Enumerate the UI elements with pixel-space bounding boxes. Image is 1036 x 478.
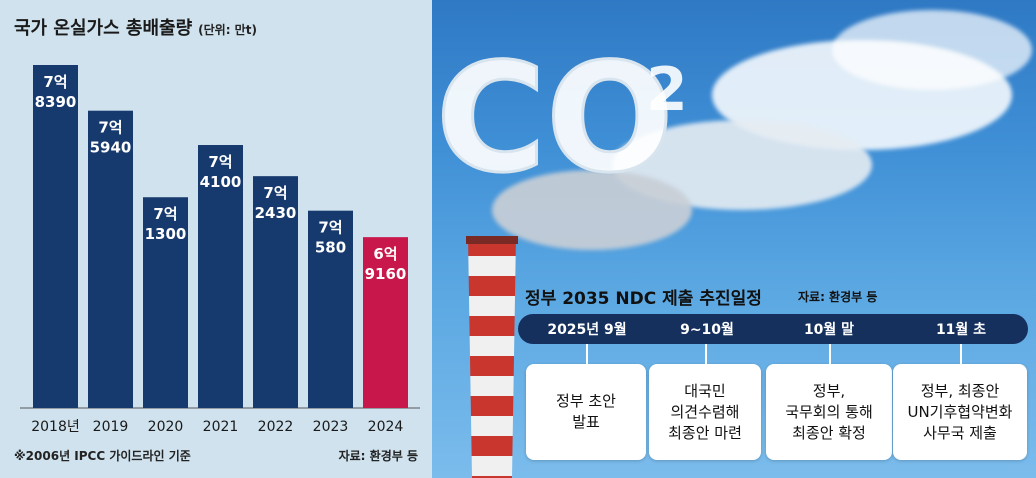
timeline-date: 2025년 9월	[547, 322, 627, 338]
bar-0	[33, 65, 78, 408]
bar-5	[308, 210, 353, 408]
emissions-chart-panel: 국가 온실가스 총배출량 (단위: 만t) 7억 8390 2018년 7억 5940 20…	[0, 0, 432, 478]
co2-subscript: 2	[646, 55, 688, 125]
smokestack	[466, 236, 518, 478]
timeline-step-text: 대국민 의견수렴해 최종안 마련	[668, 381, 742, 442]
timeline-step-text: 정부, 국무회의 통해 최종안 확정	[785, 381, 873, 442]
chart-source: 자료: 환경부 등	[338, 449, 418, 463]
chart-footnote: ※2006년 IPCC 가이드라인 기준	[14, 449, 191, 463]
timeline-connector	[960, 344, 962, 366]
timeline-step-box: 대국민 의견수렴해 최종안 마련	[649, 364, 761, 460]
timeline-source: 자료: 환경부 등	[798, 290, 878, 304]
timeline-date: 10월 말	[803, 322, 855, 338]
timeline-connector	[829, 344, 831, 366]
bar-value-label-6: 9160	[365, 265, 407, 283]
bar-value-label-4: 2430	[255, 204, 297, 222]
x-tick-label-5: 2023	[313, 419, 349, 435]
x-tick-label-3: 2021	[203, 419, 239, 435]
bar-6	[363, 237, 408, 408]
timeline-date: 11월 초	[935, 322, 987, 338]
bar-value-label-2: 1300	[145, 225, 187, 243]
bar-1	[88, 110, 133, 408]
timeline-step-box: 정부 초안 발표	[526, 364, 646, 460]
bar-4	[253, 176, 298, 408]
bar-value-label-1: 7억	[98, 119, 122, 137]
smoke-shape	[492, 170, 692, 250]
x-tick-label-6: 2024	[368, 419, 404, 435]
bar-value-label-3: 4100	[200, 173, 242, 191]
chart-title: 국가 온실가스 총배출량 (단위: 만t)	[14, 14, 257, 40]
bar-value-label-3: 7억	[208, 153, 232, 171]
bar-value-label-0: 8390	[35, 93, 77, 111]
cloud-shape	[832, 10, 1032, 90]
timeline-title: 정부 2035 NDC 제출 추진일정	[525, 289, 762, 309]
timeline-step-box: 정부, 국무회의 통해 최종안 확정	[766, 364, 892, 460]
bar-value-label-4: 7억	[263, 184, 287, 202]
x-tick-label-1: 2019	[93, 419, 129, 435]
co2-letters: CO	[436, 32, 674, 206]
x-tick-label-2: 2020	[148, 419, 184, 435]
bar-2	[143, 197, 188, 408]
bar-value-label-5: 7억	[318, 219, 342, 237]
bar-value-label-1: 5940	[90, 139, 132, 157]
co2-cloud-letters: CO 2	[436, 31, 688, 208]
bar-3	[198, 145, 243, 408]
bar-value-label-5: 580	[315, 239, 346, 257]
bar-chart: 7억 8390 2018년 7억 5940 2019 7억 1300 2020 7억 4100 202…	[20, 65, 420, 435]
timeline-connector	[586, 344, 588, 366]
chart-title-text: 국가 온실가스 총배출량	[14, 18, 193, 39]
timeline-step-box: 정부, 최종안 UN기후협약변화 사무국 제출	[893, 364, 1027, 460]
bar-value-label-6: 6억	[373, 245, 397, 263]
timeline-step-text: 정부, 최종안 UN기후협약변화 사무국 제출	[907, 381, 1013, 442]
timeline-connector	[705, 344, 707, 366]
bar-value-label-2: 7억	[153, 205, 177, 223]
x-tick-label-0: 2018년	[31, 419, 80, 435]
timeline-date: 9~10월	[680, 322, 734, 338]
timeline-step-text: 정부 초안 발표	[556, 392, 616, 431]
timeline-bar	[518, 314, 1028, 344]
chart-unit: (단위: 만t)	[198, 23, 257, 37]
x-tick-label-4: 2022	[258, 419, 294, 435]
bar-value-label-0: 7억	[43, 73, 67, 91]
